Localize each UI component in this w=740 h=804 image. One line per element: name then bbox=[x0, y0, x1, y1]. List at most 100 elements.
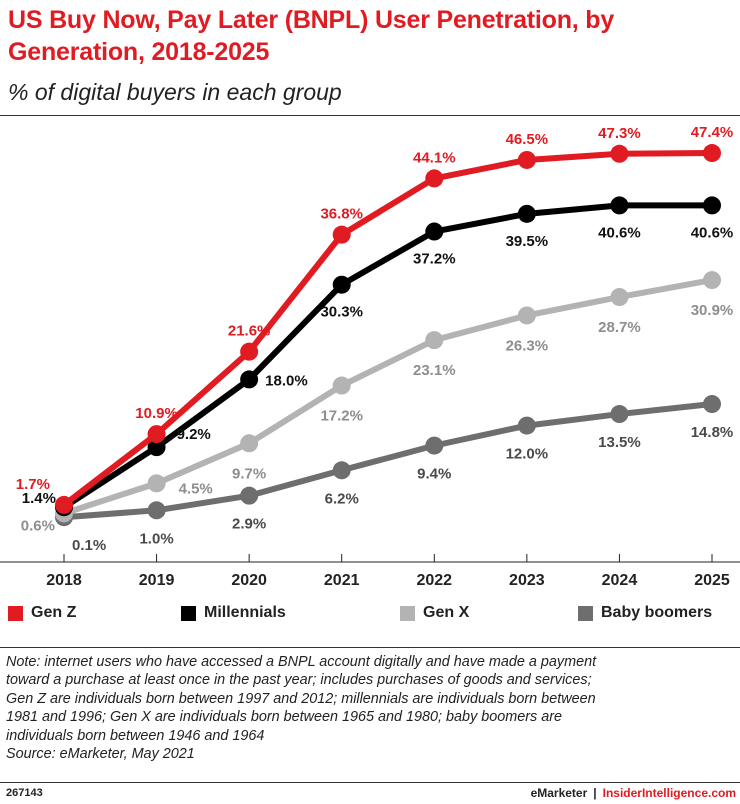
x-tick-label: 2019 bbox=[139, 572, 175, 589]
data-point-gen-z bbox=[610, 144, 629, 163]
series-line-gen-z bbox=[61, 150, 715, 508]
data-point-gen-z bbox=[55, 495, 73, 514]
data-label-millennials: 9.2% bbox=[177, 426, 211, 443]
data-label-gen-z: 21.6% bbox=[228, 323, 271, 340]
note-line: individuals born between 1946 and 1964 bbox=[6, 727, 265, 744]
chart-note: Note: internet users who have accessed a… bbox=[6, 653, 738, 763]
data-point-baby-boomers bbox=[332, 461, 351, 480]
note-line: toward a purchase at least once in the p… bbox=[6, 672, 592, 689]
series-line-baby-boomers bbox=[61, 401, 715, 521]
legend-swatch-millennials bbox=[181, 605, 196, 621]
data-label-millennials: 40.6% bbox=[691, 224, 734, 241]
data-label-millennials: 30.3% bbox=[320, 304, 363, 321]
data-label-gen-x: 9.7% bbox=[232, 465, 266, 482]
data-point-gen-z bbox=[425, 169, 444, 188]
data-point-gen-z bbox=[517, 150, 536, 169]
data-point-gen-x bbox=[425, 331, 444, 350]
data-label-baby-boomers: 9.4% bbox=[417, 466, 451, 483]
data-point-gen-x bbox=[517, 306, 536, 325]
data-label-millennials: 1.4% bbox=[22, 490, 56, 507]
legend-swatch-baby-boomers bbox=[578, 605, 593, 621]
data-label-gen-z: 44.1% bbox=[413, 149, 456, 166]
x-tick-label: 2020 bbox=[231, 572, 267, 589]
legend-label-gen-z: Gen Z bbox=[31, 604, 77, 621]
legend-item-gen-x: Gen X bbox=[400, 604, 469, 622]
legend-swatch-gen-x bbox=[400, 605, 415, 621]
chart-title: US Buy Now, Pay Later (BNPL) User Penetr… bbox=[8, 6, 615, 66]
data-point-gen-x bbox=[240, 434, 259, 453]
data-point-gen-z bbox=[332, 225, 351, 244]
data-point-baby-boomers bbox=[147, 501, 166, 520]
data-point-baby-boomers bbox=[240, 486, 259, 505]
data-label-gen-z: 1.7% bbox=[16, 476, 50, 493]
data-point-gen-x bbox=[147, 474, 166, 493]
series-line-millennials bbox=[61, 202, 715, 511]
data-label-millennials: 18.0% bbox=[265, 372, 308, 389]
data-point-gen-x bbox=[332, 376, 351, 395]
data-point-millennials bbox=[517, 204, 536, 223]
top-divider bbox=[0, 115, 740, 116]
footer-divider bbox=[0, 782, 740, 783]
data-label-gen-z: 47.3% bbox=[598, 125, 641, 142]
legend-item-millennials: Millennials bbox=[181, 604, 286, 622]
data-point-gen-x bbox=[703, 271, 721, 290]
data-label-gen-x: 17.2% bbox=[320, 408, 363, 425]
data-label-baby-boomers: 2.9% bbox=[232, 516, 266, 533]
brand-emarketer: eMarketer bbox=[530, 786, 588, 800]
data-label-gen-z: 36.8% bbox=[320, 206, 363, 223]
data-label-gen-x: 0.6% bbox=[21, 517, 55, 534]
chart-subtitle: % of digital buyers in each group bbox=[8, 79, 342, 105]
data-point-millennials bbox=[147, 438, 166, 457]
legend-divider bbox=[0, 647, 740, 648]
line-chart: 2018 2019 2020 2021 2022 2023 2024 2025 1.7% 10.9… bbox=[0, 124, 740, 589]
data-point-baby-boomers bbox=[517, 416, 536, 435]
data-label-millennials: 39.5% bbox=[506, 233, 549, 250]
source-line: Source: eMarketer, May 2021 bbox=[6, 746, 195, 763]
x-tick-label: 2024 bbox=[602, 572, 638, 589]
data-point-baby-boomers bbox=[425, 436, 444, 455]
data-label-gen-z: 10.9% bbox=[135, 405, 178, 422]
data-label-gen-z: 46.5% bbox=[506, 131, 549, 148]
chart-id: 267143 bbox=[6, 787, 43, 799]
data-label-millennials: 37.2% bbox=[413, 251, 456, 268]
x-tick-label: 2022 bbox=[416, 572, 452, 589]
data-label-gen-z: 47.4% bbox=[691, 124, 734, 141]
data-point-millennials bbox=[332, 275, 351, 294]
x-tick-label: 2018 bbox=[46, 572, 82, 589]
data-label-baby-boomers: 12.0% bbox=[506, 446, 549, 463]
data-label-baby-boomers: 14.8% bbox=[691, 424, 734, 441]
brand-separator: | bbox=[593, 786, 597, 800]
data-point-millennials bbox=[425, 222, 444, 241]
data-label-baby-boomers: 1.0% bbox=[139, 530, 173, 547]
data-label-gen-x: 28.7% bbox=[598, 319, 641, 336]
data-label-baby-boomers: 13.5% bbox=[598, 434, 641, 451]
x-tick-label: 2023 bbox=[509, 572, 545, 589]
legend-label-baby-boomers: Baby boomers bbox=[601, 604, 713, 621]
legend-swatch-gen-z bbox=[8, 605, 23, 621]
x-tick-label: 2021 bbox=[324, 572, 360, 589]
note-line: Note: internet users who have accessed a… bbox=[6, 654, 597, 670]
data-point-baby-boomers bbox=[703, 395, 721, 414]
data-label-millennials: 40.6% bbox=[598, 224, 641, 241]
data-point-millennials bbox=[610, 196, 629, 215]
leader-line bbox=[162, 435, 175, 444]
data-label-baby-boomers: 6.2% bbox=[325, 490, 359, 507]
data-label-gen-x: 23.1% bbox=[413, 362, 456, 379]
data-label-gen-x: 30.9% bbox=[691, 302, 734, 319]
note-line: 1981 and 1996; Gen X are individuals bor… bbox=[6, 709, 563, 726]
data-point-gen-z bbox=[703, 144, 721, 163]
series-line-gen-x bbox=[61, 277, 715, 517]
legend-item-baby-boomers: Baby boomers bbox=[578, 604, 712, 622]
note-line: Gen Z are individuals born between 1997 … bbox=[6, 690, 596, 707]
data-point-baby-boomers bbox=[610, 405, 629, 424]
legend-label-gen-x: Gen X bbox=[423, 604, 470, 621]
data-point-gen-z bbox=[240, 342, 259, 361]
legend: Gen Z Millennials Gen X Baby boomers bbox=[0, 604, 740, 630]
data-point-millennials bbox=[703, 196, 721, 215]
data-label-gen-x: 26.3% bbox=[506, 337, 549, 354]
x-tick-label: 2025 bbox=[694, 572, 730, 589]
legend-item-gen-z: Gen Z bbox=[8, 604, 76, 622]
data-label-gen-x: 4.5% bbox=[179, 480, 213, 497]
data-point-millennials bbox=[240, 370, 259, 389]
data-point-gen-x bbox=[610, 288, 629, 307]
